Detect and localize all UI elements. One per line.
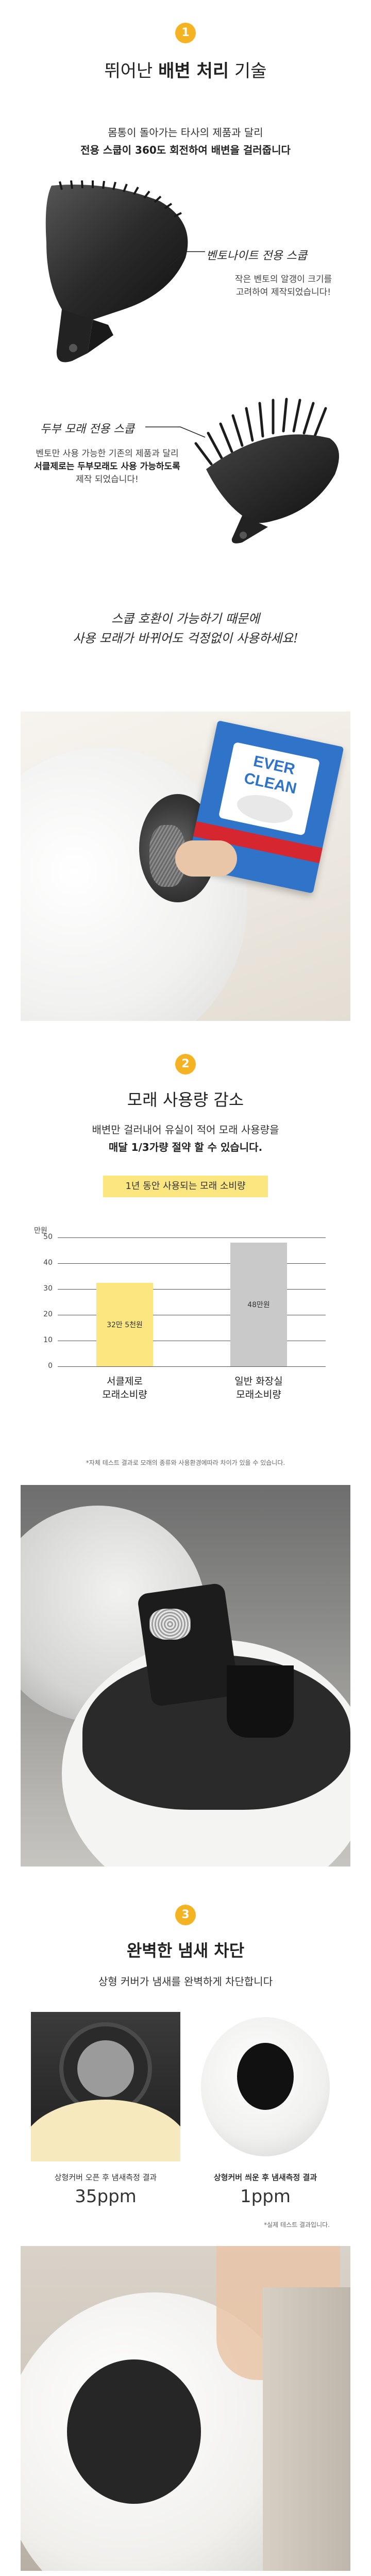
desc-line-2: 매달 1/3가량 절약 할 수 있습니다.: [108, 1141, 263, 1153]
section-title: 모래 사용량 감소: [127, 1090, 244, 1110]
category-label-line-1: 일반 화장실: [234, 1376, 283, 1387]
y-axis-unit-label: 만원: [34, 1227, 47, 1235]
tofu-desc-1: 벤토만 사용 가능한 기존의 제품과 달리: [36, 449, 179, 459]
compat-line-1: 스쿱 호환이 가능하기 때문에: [111, 612, 260, 626]
gridline: [58, 1263, 326, 1264]
bentonite-scoop-image: [45, 180, 188, 362]
section-number-badge: 3: [175, 1905, 196, 1925]
bar-value-label: 32만 5천원: [107, 1320, 143, 1329]
waste-bag: [227, 1665, 294, 1738]
intro-line-2: 전용 스쿱이 360도 회전하여 배변을 걸러줍니다: [80, 144, 291, 156]
closed-opening: [237, 2043, 294, 2110]
open-lid-inner: [77, 2040, 134, 2097]
title-pre: 뛰어난: [104, 61, 159, 81]
cover-open-caption: 상형커버 오픈 후 냄새측정 결과: [54, 2173, 157, 2182]
bentonite-desc-1: 작은 벤토의 알갱이 크기를: [234, 274, 332, 285]
section-waste-processing: 1 뛰어난 배변 처리 기술 몸통이 돌아가는 타사의 제품과 달리 전용 스쿱…: [0, 0, 371, 1026]
scoop-inside-photo: [21, 1485, 350, 1867]
cover-open-photo: [31, 2012, 180, 2161]
section-title: 완벽한 냄새 차단: [126, 1941, 245, 1960]
pointer-line-1: [167, 251, 205, 269]
y-tick-label: 0: [48, 1362, 53, 1370]
y-tick-label: 40: [43, 1259, 53, 1267]
gridline: [58, 1366, 326, 1367]
tofu-scoop-image: [194, 398, 339, 543]
category-label-line-2: 모래소비량: [102, 1389, 147, 1400]
compat-line-2: 사용 모래가 바뀌어도 걱정없이 사용하세요!: [73, 631, 298, 646]
section-odor-block: 3 완벽한 냄새 차단 상형 커버가 냄새를 완벽하게 차단합니다 상형커버 오…: [0, 1877, 371, 2576]
y-tick-label: 50: [43, 1233, 53, 1241]
waste-drawer: [137, 1582, 240, 1707]
background-wall: [263, 2287, 350, 2571]
intro-line-1: 몸통이 돌아가는 타사의 제품과 달리: [108, 126, 263, 139]
litter-pouring-photo: EVER CLEAN: [21, 712, 350, 1021]
open-base: [31, 2100, 180, 2161]
bar-0: [96, 1282, 153, 1366]
test-note: *실제 테스트 결과입니다.: [264, 2221, 330, 2228]
cover-closed-value: 1ppm: [240, 2186, 291, 2207]
cover-installation-photo: [21, 2246, 350, 2571]
box-label-area: EVER CLEAN: [218, 741, 321, 836]
test-note: *자체 테스트 결과로 모래의 종류와 사용환경에따라 차이가 있을 수 있습니…: [86, 1459, 285, 1466]
chart-title: 1년 동안 사용되는 모래 소비량: [103, 1176, 268, 1197]
litter-clumps: [149, 1609, 191, 1640]
y-tick-label: 30: [43, 1284, 53, 1293]
section-sand-reduction: 2 모래 사용량 감소 배변만 걸러내어 유실이 적어 모래 사용량을 매달 1…: [0, 1026, 371, 1877]
bar-value-label: 48만원: [247, 1301, 270, 1309]
gridline: [58, 1289, 326, 1290]
y-tick-label: 10: [43, 1336, 53, 1344]
bentonite-desc-2: 고려하여 제작되었습니다!: [235, 287, 331, 298]
desc-line-1: 배변만 걸러내어 유실이 적어 모래 사용량을: [92, 1124, 279, 1136]
cover-closed-caption: 상형커버 씌운 후 냄새측정 결과: [213, 2173, 317, 2182]
section-number-badge: 2: [175, 1054, 196, 1075]
litter-box-opening: [67, 2359, 201, 2504]
category-label-line-1: 서클제로: [107, 1376, 143, 1387]
gridline: [58, 1237, 326, 1238]
tofu-desc-3: 제작 되었습니다!: [76, 474, 139, 485]
y-tick-label: 20: [43, 1310, 53, 1318]
section-desc: 상형 커버가 냄새를 완벽하게 차단합니다: [98, 1975, 273, 1988]
bar-1: [230, 1243, 287, 1366]
title-post: 기술: [229, 61, 267, 81]
cover-closed-photo: [191, 2012, 340, 2161]
title-bold: 배변 처리: [158, 61, 229, 81]
pointer-line-2: [145, 426, 206, 438]
tofu-scoop-label: 두부 모래 전용 스쿱: [40, 423, 134, 436]
section-number-badge: 1: [175, 23, 196, 43]
bentonite-scoop-label: 벤토나이트 전용 스쿱: [206, 250, 308, 262]
tofu-desc-2: 서클제로는 두부모래도 사용 가능하도록: [34, 461, 180, 472]
section-title: 뛰어난 배변 처리 기술: [0, 57, 371, 82]
hand: [175, 840, 237, 877]
cover-open-value: 35ppm: [75, 2186, 137, 2207]
category-label-line-2: 모래소비량: [236, 1389, 281, 1400]
